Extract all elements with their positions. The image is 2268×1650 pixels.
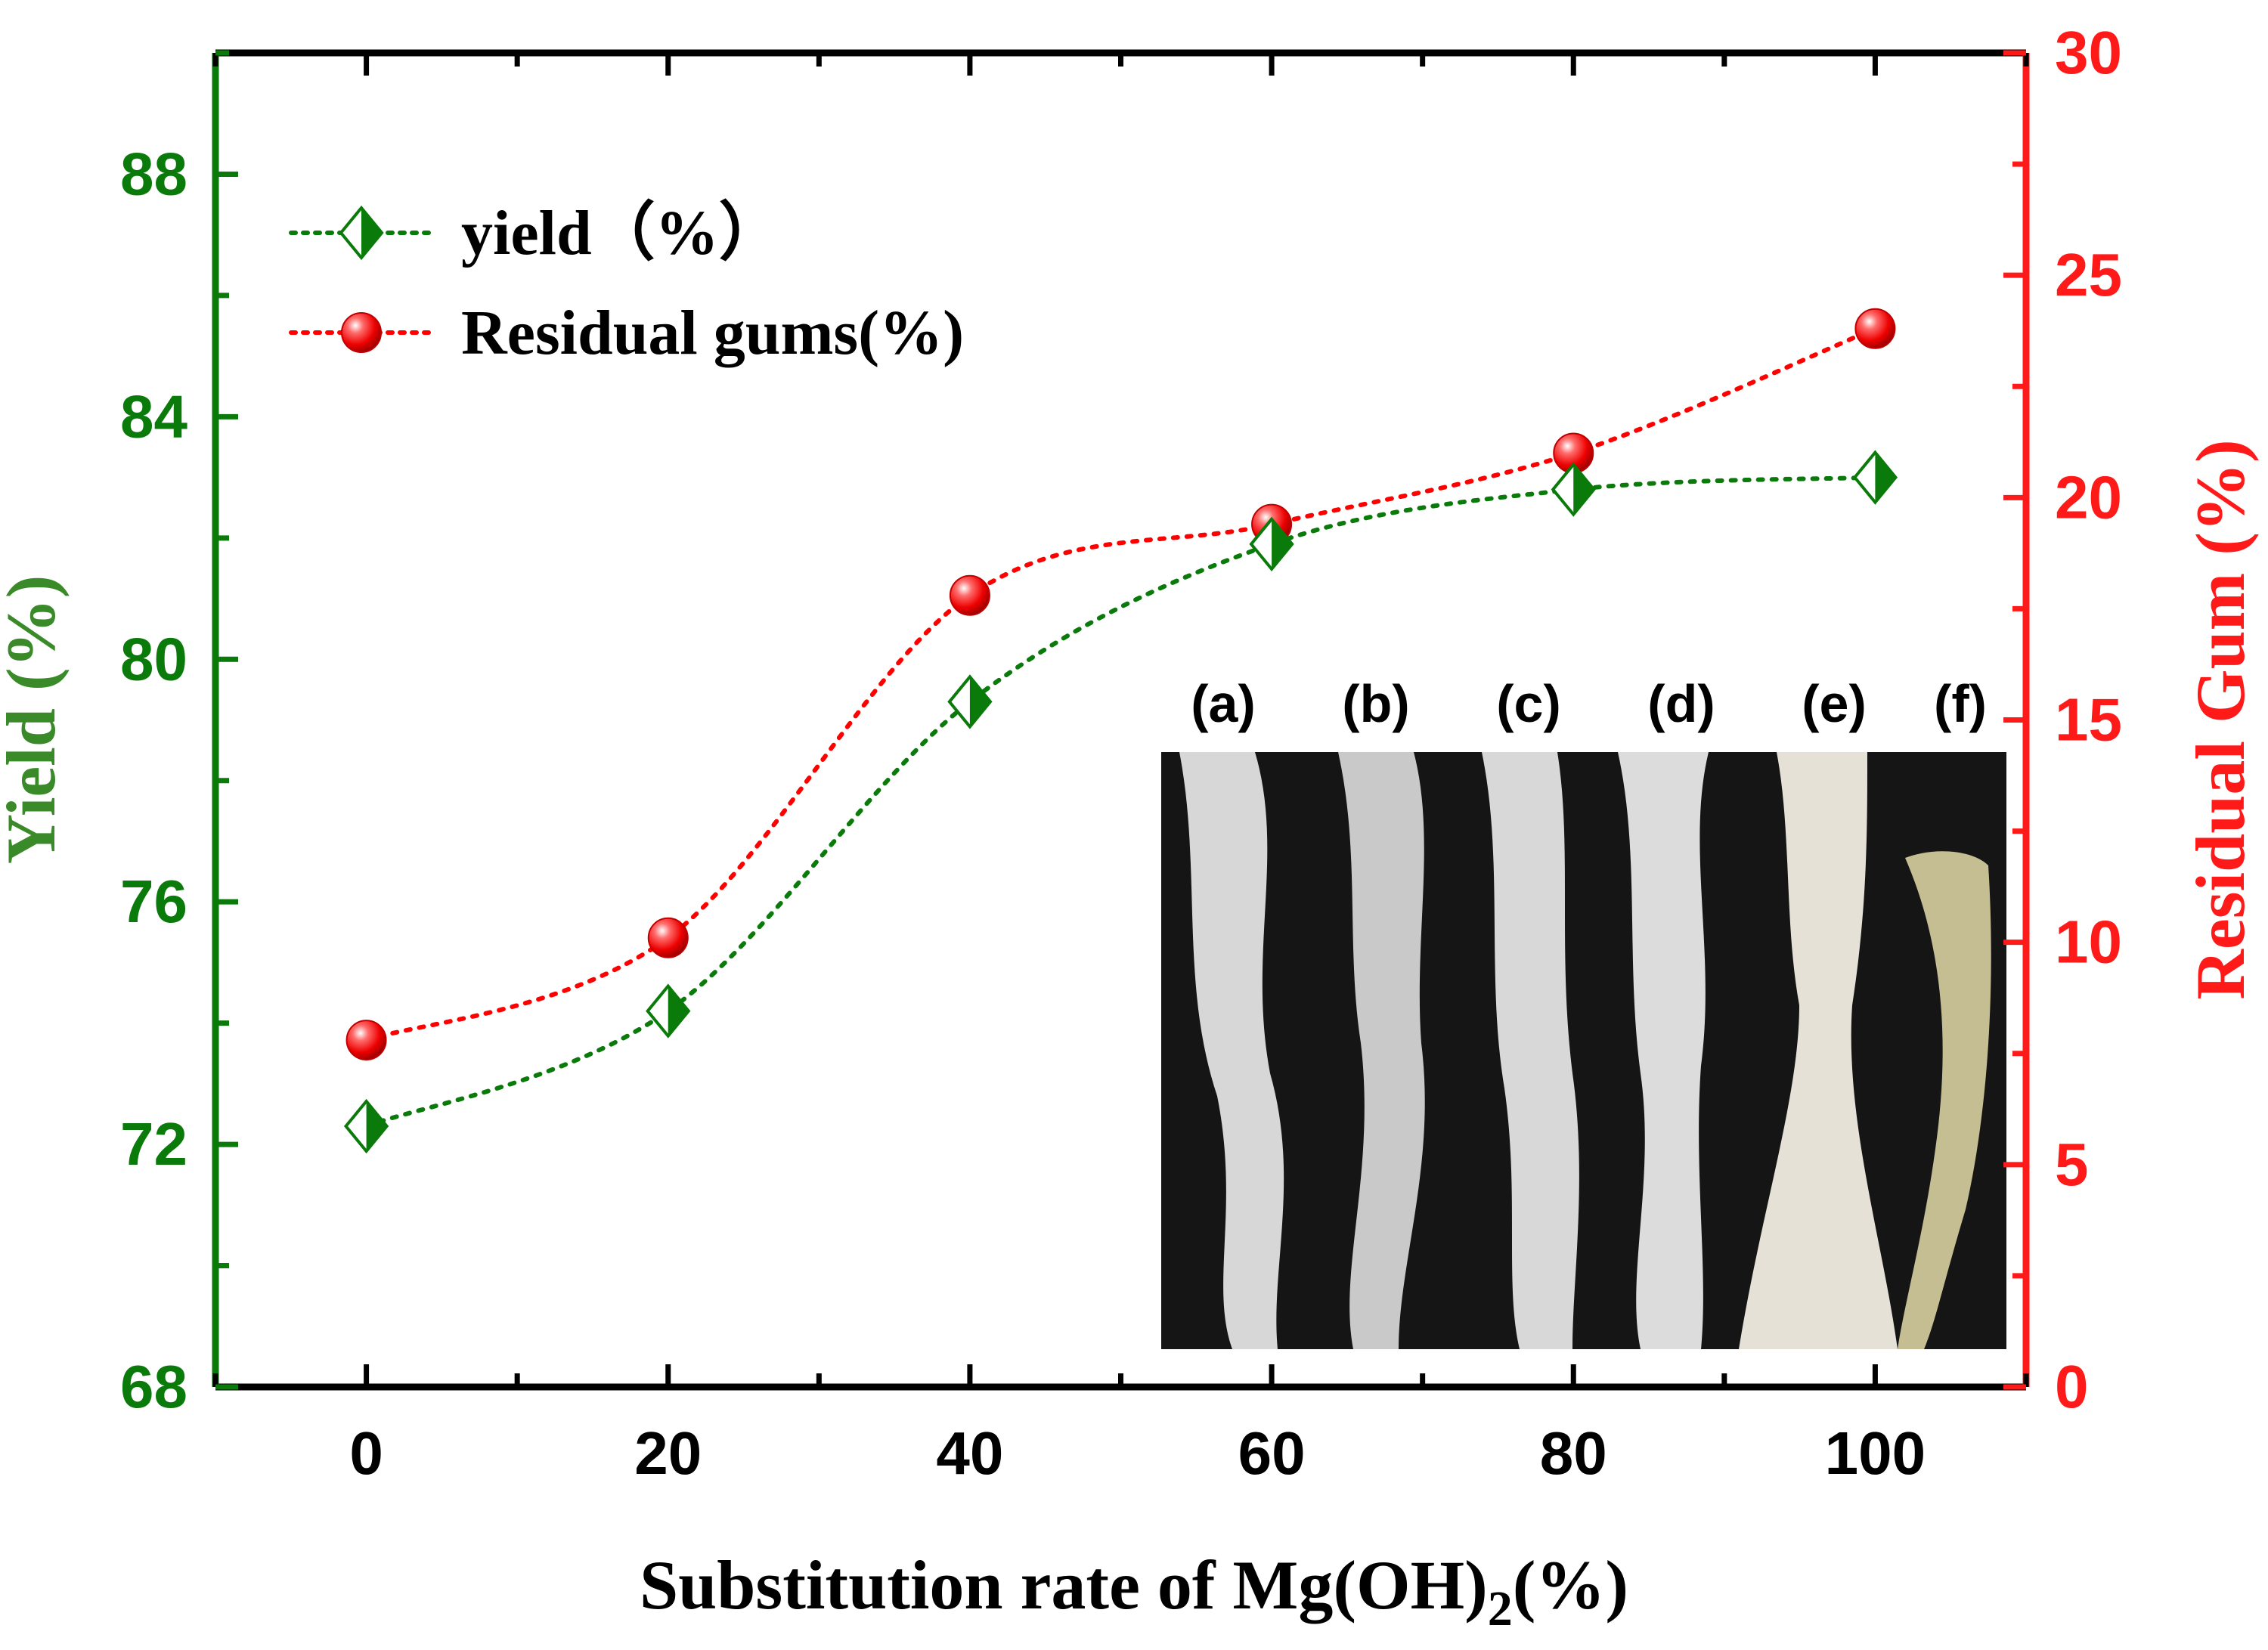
y-left-tick-label: 76 [120, 868, 187, 935]
y-axis-right-title: Residual Gum (%) [2182, 439, 2259, 999]
y-left-tick-label: 88 [120, 140, 187, 207]
y-left-tick-label: 72 [120, 1110, 187, 1178]
series-markers [343, 308, 1898, 1154]
inset-panel-label: (f) [1934, 674, 1987, 733]
residual-gums-series-line [364, 326, 1878, 1043]
legend-gums-marker [341, 312, 382, 353]
y-left-tick-label: 68 [120, 1353, 187, 1420]
y-left-tick-label: 80 [120, 625, 187, 692]
yield-point [1249, 516, 1294, 571]
yield-series-line [364, 475, 1878, 1129]
residual-gums-point [949, 574, 990, 616]
residual-gums-point [1854, 308, 1896, 349]
series-lines [364, 326, 1878, 1129]
legend-yield-diamond [339, 205, 384, 261]
yield-point [646, 983, 691, 1039]
legend: yield（%） Residual gums(%) [289, 198, 964, 368]
fiber-f [1898, 851, 1991, 1349]
legend-gums-label: Residual gums(%) [461, 298, 964, 368]
inset-panel-label: (e) [1802, 674, 1867, 733]
y-right-tick-label: 0 [2055, 1353, 2089, 1420]
yield-point [947, 674, 993, 729]
x-tick-label: 0 [349, 1419, 383, 1487]
x-axis-title: Substitution rate of Mg(OH)2(%) [640, 1546, 1628, 1636]
yield-point [1551, 462, 1596, 517]
axis-tick-labels: 0 20 40 60 80 100 68 72 76 80 84 88 0 5 10 15 20 25 30 [120, 19, 2122, 1487]
fiber-bundles [1179, 752, 1991, 1349]
residual-gums-point [647, 917, 689, 958]
legend-yield-label: yield（%） [461, 198, 782, 268]
y-left-tick-label: 84 [120, 382, 187, 450]
inset-panel-label: (a) [1191, 674, 1256, 733]
inset-panel-labels: (a) (b) (c) (d) (e) (f) [1191, 674, 1987, 733]
x-tick-label: 60 [1238, 1419, 1306, 1487]
x-axis-title-suffix: (%) [1513, 1546, 1628, 1624]
yield-point [1852, 450, 1898, 505]
y-right-tick-label: 30 [2055, 19, 2122, 86]
fiber-a [1179, 752, 1284, 1349]
y-right-tick-label: 5 [2055, 1131, 2089, 1198]
fiber-e [1739, 752, 1898, 1349]
y-axis-left-title: Yield (%) [0, 575, 70, 864]
fiber-d [1618, 752, 1709, 1349]
x-tick-label: 100 [1825, 1419, 1926, 1487]
inset-panel-label: (b) [1342, 674, 1409, 733]
x-tick-label: 80 [1540, 1419, 1607, 1487]
axis-ticks [212, 50, 2029, 1390]
x-tick-label: 40 [936, 1419, 1003, 1487]
y-right-tick-label: 25 [2055, 241, 2122, 308]
fiber-b [1338, 752, 1425, 1349]
y-right-tick-label: 15 [2055, 686, 2122, 754]
residual-gums-point [345, 1020, 387, 1061]
x-axis-title-subscript: 2 [1488, 1581, 1513, 1636]
x-tick-label: 20 [634, 1419, 702, 1487]
fiber-c [1482, 752, 1579, 1349]
legend-yield-marker [339, 205, 384, 261]
y-right-tick-label: 20 [2055, 463, 2122, 531]
inset-panel-label: (c) [1496, 674, 1561, 733]
legend-gums-ball [341, 312, 382, 353]
inset-photo [1161, 752, 2006, 1349]
x-axis-title-main: Substitution rate of Mg(OH) [640, 1546, 1488, 1624]
y-right-tick-label: 10 [2055, 909, 2122, 976]
inset-panel-label: (d) [1647, 674, 1715, 733]
yield-point [343, 1098, 389, 1154]
